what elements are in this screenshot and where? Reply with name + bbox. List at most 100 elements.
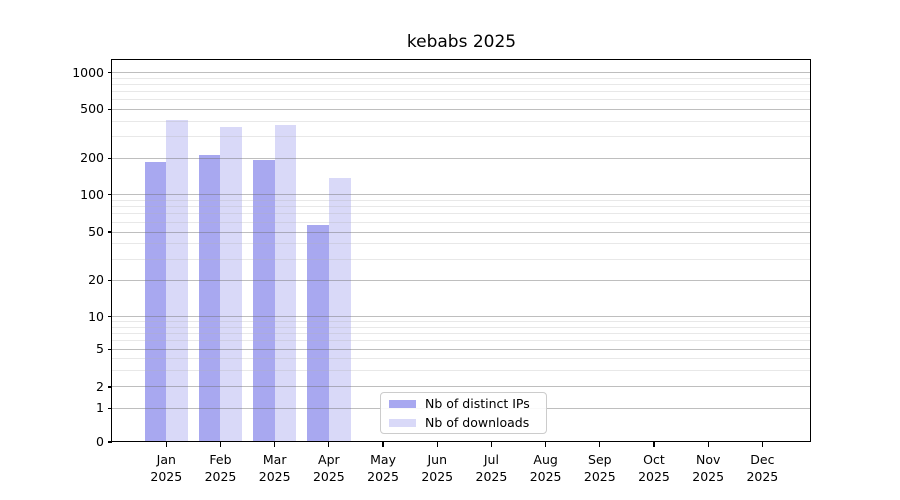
y-gridline-major: [112, 316, 811, 318]
y-gridline-major: [112, 72, 811, 74]
x-tick-year: 2025: [475, 468, 508, 484]
bar-downloads: [328, 177, 351, 442]
y-tick-label: 2: [96, 378, 104, 394]
x-tick-mark: [707, 442, 709, 447]
y-gridline-minor: [112, 99, 811, 101]
y-gridline-minor: [112, 136, 811, 138]
y-tick-mark: [107, 407, 112, 409]
x-tick-year: 2025: [421, 468, 454, 484]
x-tick-label: Aug 2025: [515, 452, 577, 485]
y-gridline-minor: [112, 243, 811, 245]
legend-label-distinct-ips: Nb of distinct IPs: [425, 396, 530, 412]
x-tick-year: 2025: [692, 468, 725, 484]
y-tick-label: 5: [96, 341, 104, 357]
y-tick-mark: [107, 316, 112, 318]
x-tick-label: Jun 2025: [406, 452, 468, 485]
x-tick-year: 2025: [204, 468, 237, 484]
x-tick-label: Feb 2025: [189, 452, 251, 485]
x-tick-month: May: [370, 452, 396, 467]
bar-distinct-ips: [198, 154, 221, 442]
x-tick-mark: [653, 442, 655, 447]
y-gridline-minor: [112, 91, 811, 92]
x-tick-label: Jan 2025: [135, 452, 197, 485]
x-tick-mark: [165, 442, 167, 447]
y-gridline-minor: [112, 213, 811, 215]
x-tick-year: 2025: [583, 468, 616, 484]
bar-distinct-ips: [307, 224, 329, 442]
x-tick-month: Oct: [643, 452, 665, 467]
x-tick-year: 2025: [529, 468, 562, 484]
y-gridline-minor: [112, 333, 811, 335]
y-gridline-major: [112, 194, 811, 196]
y-gridline-major: [112, 157, 811, 159]
y-tick-mark: [107, 441, 112, 443]
x-tick-label: May 2025: [352, 452, 414, 485]
x-tick-mark: [382, 442, 384, 447]
x-tick-year: 2025: [258, 468, 291, 484]
x-tick-month: Feb: [209, 452, 232, 467]
x-tick-mark: [328, 442, 330, 447]
y-gridline-minor: [112, 221, 811, 223]
y-tick-label: 100: [80, 186, 104, 202]
y-gridline-minor: [112, 120, 811, 122]
x-tick-month: Jan: [156, 452, 176, 467]
x-tick-month: Dec: [750, 452, 775, 467]
y-tick-mark: [107, 72, 112, 74]
legend-label-downloads: Nb of downloads: [425, 414, 530, 430]
y-gridline-major: [112, 231, 811, 233]
x-tick-label: Dec 2025: [731, 452, 793, 485]
x-tick-label: Apr 2025: [298, 452, 360, 485]
x-tick-month: Sep: [588, 452, 612, 467]
y-tick-mark: [107, 231, 112, 233]
x-tick-mark: [274, 442, 276, 447]
y-tick-mark: [107, 348, 112, 350]
y-gridline-minor: [112, 321, 811, 323]
x-tick-month: Nov: [695, 452, 721, 467]
y-gridline-minor: [112, 206, 811, 208]
y-tick-label: 500: [80, 101, 104, 117]
x-tick-label: Jul 2025: [460, 452, 522, 485]
x-tick-mark: [761, 442, 763, 447]
x-tick-mark: [599, 442, 601, 447]
bar-downloads: [220, 127, 243, 442]
y-gridline-major: [112, 348, 811, 350]
y-gridline-minor: [112, 326, 811, 328]
y-gridline-minor: [112, 199, 811, 201]
y-tick-mark: [107, 279, 112, 282]
x-tick-mark: [490, 442, 493, 447]
bar-distinct-ips: [252, 160, 275, 442]
y-tick-label: 20: [88, 272, 104, 288]
chart-title: kebabs 2025: [406, 32, 517, 52]
x-tick-label: Nov 2025: [677, 452, 739, 485]
y-gridline-minor: [112, 340, 811, 342]
y-tick-mark: [107, 386, 112, 388]
y-gridline-major: [112, 386, 811, 388]
y-gridline-minor: [112, 83, 811, 85]
x-tick-year: 2025: [746, 468, 779, 484]
legend-swatch-downloads: [389, 418, 416, 427]
y-tick-label: 200: [80, 150, 104, 166]
bar-downloads: [274, 125, 297, 442]
y-gridline-minor: [112, 357, 811, 359]
y-tick-label: 1000: [72, 64, 104, 80]
y-tick-label: 1: [96, 400, 104, 416]
legend-swatch-distinct-ips: [389, 400, 416, 409]
y-gridline-major: [112, 279, 811, 281]
x-tick-label: Mar 2025: [244, 452, 306, 485]
x-tick-month: Mar: [262, 452, 287, 467]
y-tick-label: 10: [88, 308, 104, 324]
y-tick-mark: [107, 108, 112, 110]
y-tick-mark: [107, 194, 112, 196]
y-gridline-minor: [112, 77, 811, 79]
bar-downloads: [166, 120, 188, 442]
y-gridline-minor: [112, 369, 811, 371]
x-tick-mark: [436, 442, 438, 447]
y-tick-mark: [107, 157, 112, 159]
x-tick-month: Apr: [318, 452, 340, 467]
y-tick-label: 0: [96, 434, 104, 449]
legend-item-distinct-ips: Nb of distinct IPs: [381, 395, 546, 414]
